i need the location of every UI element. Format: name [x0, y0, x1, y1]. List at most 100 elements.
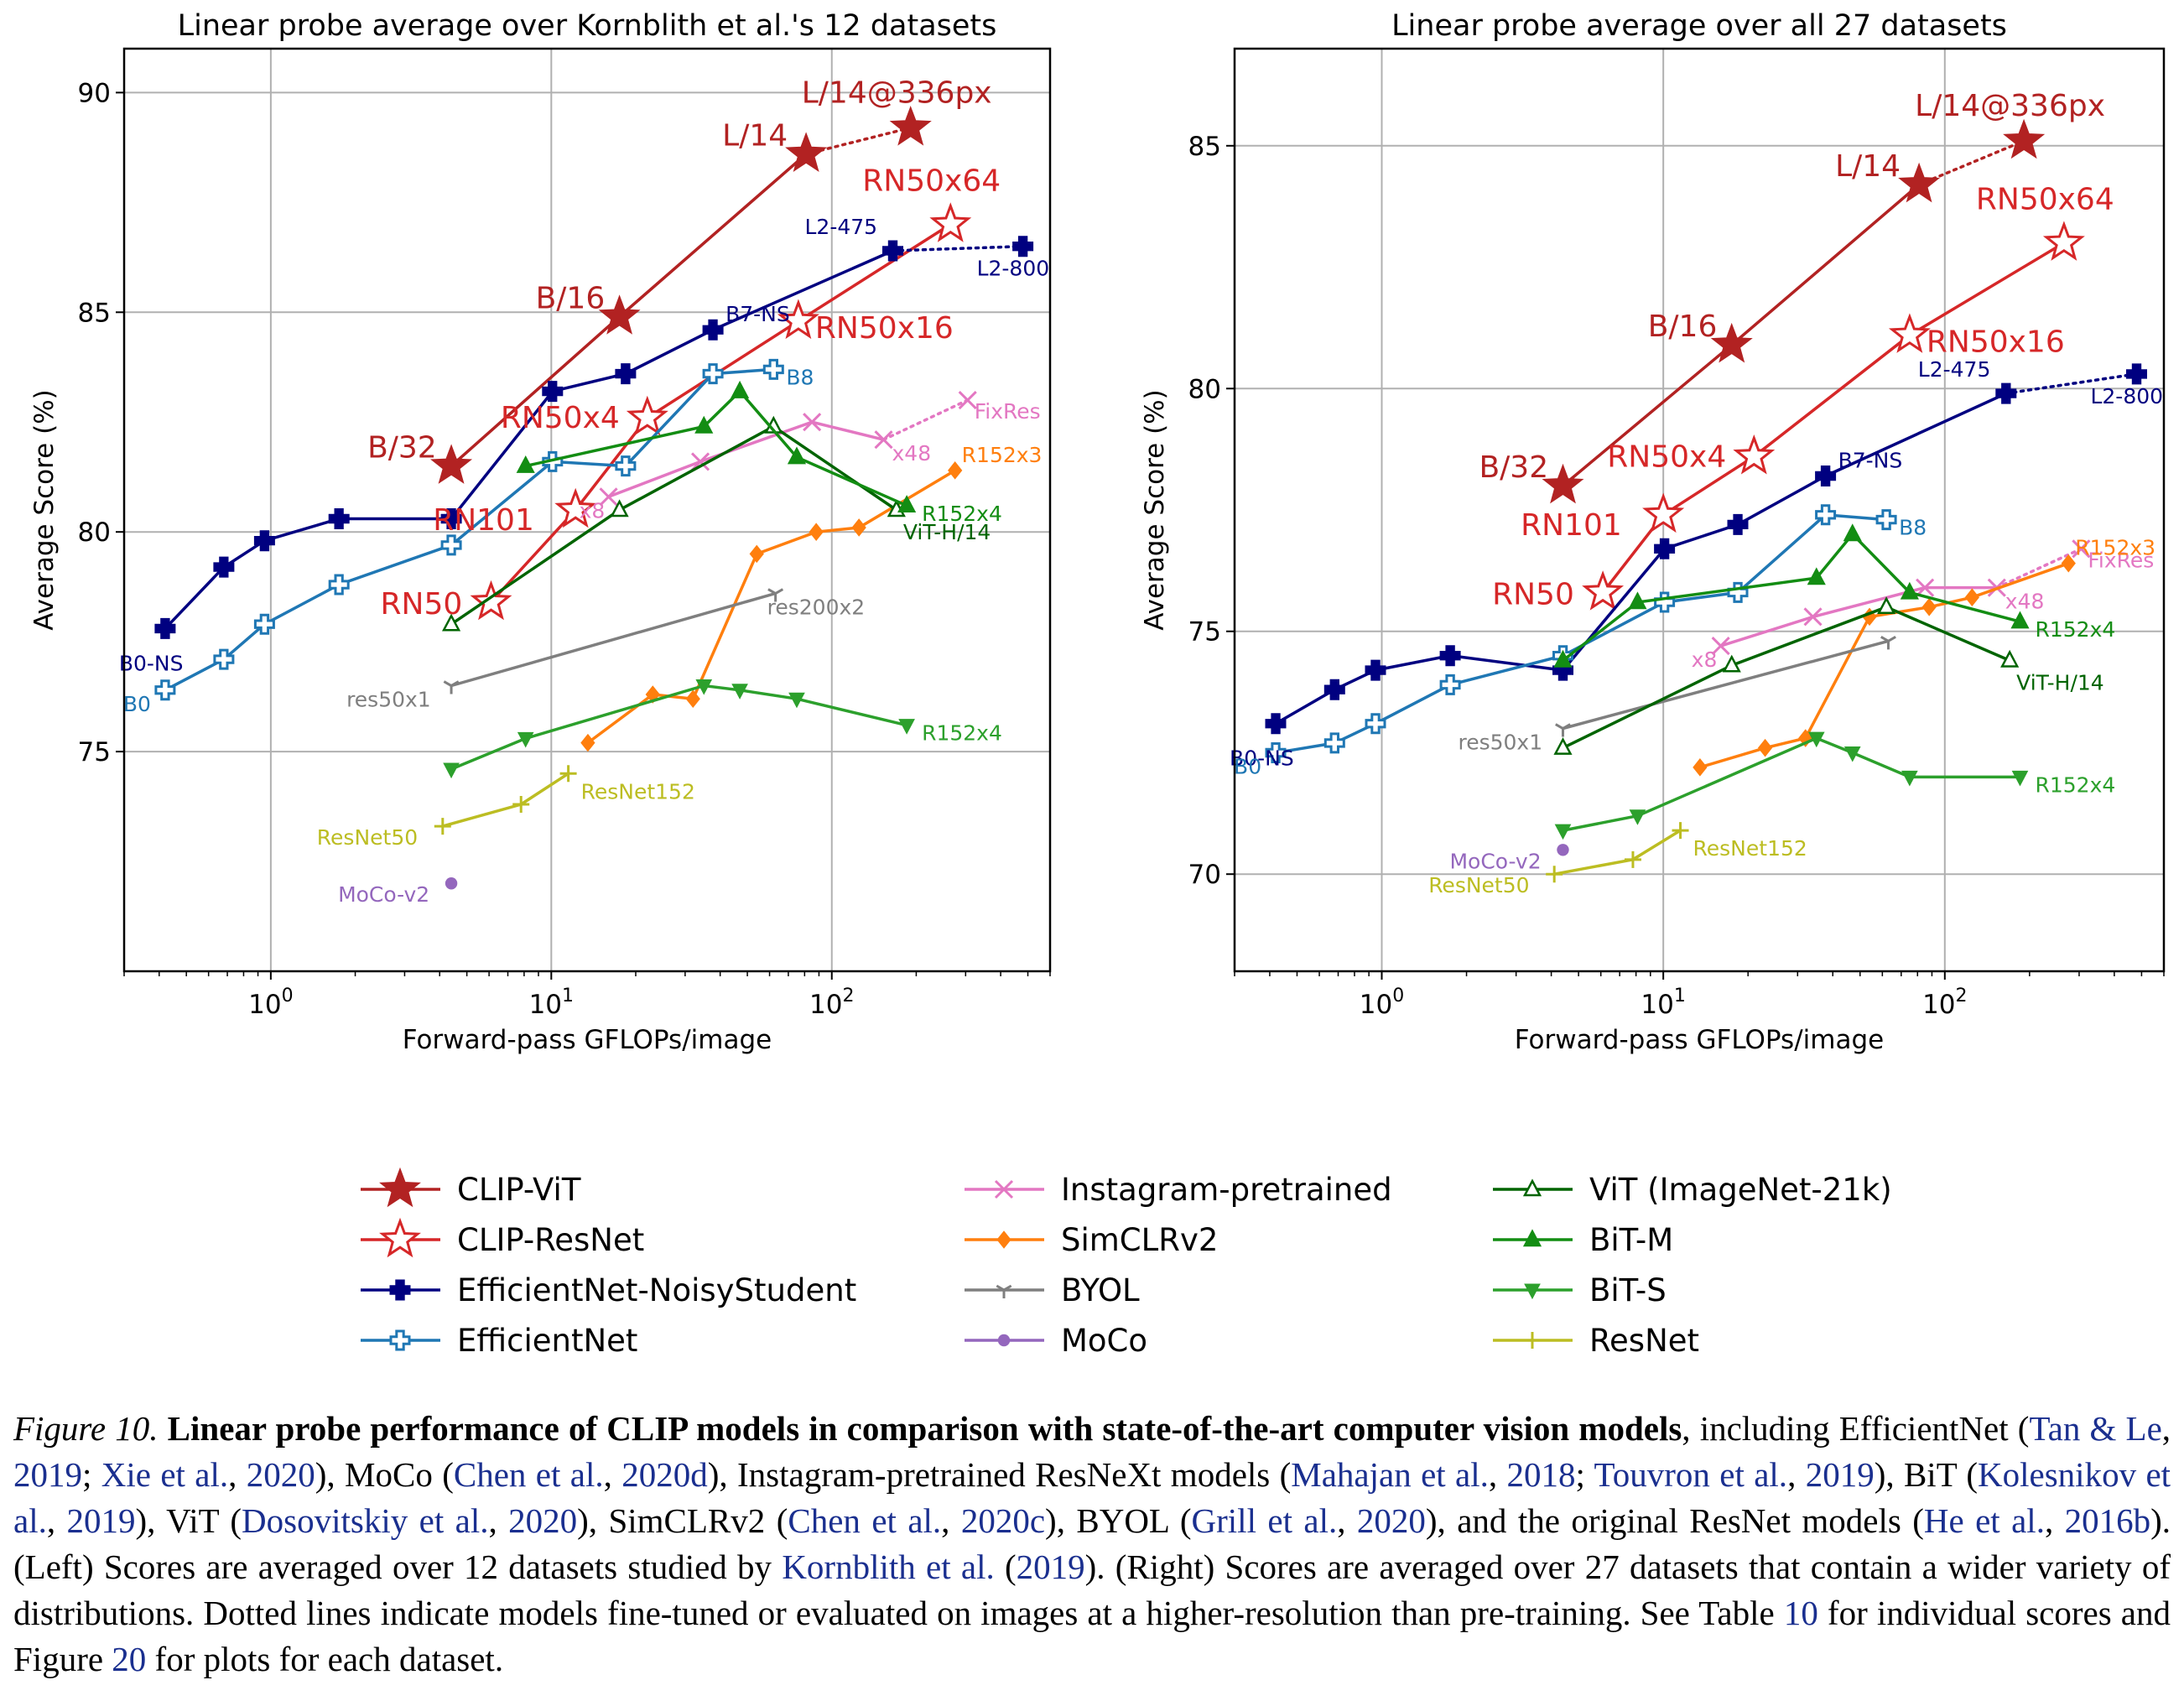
caption-figure-label: Figure 10. — [13, 1409, 159, 1448]
caption-reference-link[interactable]: Grill et al. — [1191, 1501, 1338, 1540]
caption-reference-link[interactable]: 2020d — [621, 1455, 708, 1494]
data-point — [1323, 732, 1345, 754]
caption-reference-link[interactable]: 2020 — [246, 1455, 315, 1494]
plot-frame — [122, 47, 1052, 973]
caption-reference-link[interactable]: 10 — [1783, 1594, 1818, 1632]
legend-marker — [994, 1179, 1014, 1199]
series-instagram-pretrained — [599, 390, 977, 507]
y-tick-label: 70 — [1188, 860, 1221, 890]
caption-reference-link[interactable]: Dosovitskiy et al. — [242, 1501, 489, 1540]
caption-reference-link[interactable]: Chen et al. — [788, 1501, 942, 1540]
legend-item-instagram-pretrained: Instagram-pretrained — [965, 1172, 1392, 1208]
legend-label: ViT (ImageNet-21k) — [1589, 1172, 1892, 1208]
data-label: R152x4 — [2035, 617, 2115, 642]
caption-reference-link[interactable]: 2020 — [1356, 1501, 1426, 1540]
data-point — [1672, 822, 1689, 840]
caption-body: , including EfficientNet (Tan & Le, 2019… — [13, 1409, 2171, 1678]
y-tick-label: 85 — [1188, 132, 1221, 162]
caption-text: , — [2161, 1409, 2171, 1448]
data-point — [1439, 674, 1461, 695]
caption-text: for plots for each dataset. — [146, 1640, 504, 1678]
caption-reference-link[interactable]: Kornblith et al. — [782, 1547, 995, 1586]
legend-marker — [1522, 1178, 1542, 1197]
data-point — [615, 455, 637, 477]
legend-item-bit-m: BiT-M — [1493, 1222, 1673, 1258]
data-label: B8 — [1899, 516, 1927, 540]
caption-reference-link[interactable]: 2019 — [1016, 1547, 1085, 1586]
data-point — [2072, 539, 2091, 559]
data-label: RN101 — [1521, 508, 1622, 543]
series-efficientnet — [154, 358, 784, 701]
legend-item-simclrv2: SimCLRv2 — [965, 1222, 1218, 1258]
chart-title: Linear probe average over Kornblith et a… — [178, 9, 997, 43]
series-line — [442, 772, 569, 828]
caption-reference-link[interactable]: 2019 — [66, 1501, 136, 1540]
caption-text: ), BiT ( — [1874, 1455, 1979, 1494]
caption-reference-link[interactable]: 20 — [112, 1640, 147, 1678]
legend-item-resnet: ResNet — [1493, 1323, 1699, 1359]
tick-base: 10 — [809, 990, 842, 1020]
caption-reference-link[interactable]: Xie et al. — [101, 1455, 229, 1494]
data-point — [1916, 578, 1935, 597]
data-label: ResNet50 — [317, 825, 418, 850]
caption-reference-link[interactable]: 2019 — [13, 1455, 82, 1494]
caption-reference-link[interactable]: He et al. — [1923, 1501, 2045, 1540]
y-tick-label: 75 — [1188, 617, 1221, 648]
legend-item-byol: BYOL — [965, 1272, 1140, 1308]
caption-reference-link[interactable]: 2020c — [960, 1501, 1046, 1540]
x-axis-label: Forward-pass GFLOPs/image — [1515, 1025, 1884, 1055]
data-point — [580, 733, 595, 752]
legend-marker — [389, 1279, 411, 1301]
data-point — [154, 617, 176, 639]
data-point — [1921, 597, 1937, 616]
series-clip-vit — [1542, 118, 2046, 504]
series-efficientnet-noisystudent — [154, 236, 1034, 639]
caption-reference-link[interactable]: 2018 — [1506, 1455, 1576, 1494]
series-line — [1562, 605, 2010, 750]
data-label: ResNet50 — [1428, 873, 1529, 897]
legend-item-vit-imagenet-21k: ViT (ImageNet-21k) — [1493, 1172, 1892, 1208]
caption-reference-link[interactable]: Touvron et al. — [1594, 1455, 1788, 1494]
series-bit-m — [1553, 523, 2030, 668]
series-vit-imagenet-21k — [1553, 596, 2020, 755]
data-label: res50x1 — [346, 688, 431, 712]
tick-exponent: 0 — [282, 986, 294, 1006]
series-clip-vit — [430, 106, 932, 484]
legend-marker — [1522, 1229, 1542, 1247]
dotted-line — [1917, 139, 2025, 186]
data-label: L/14 — [1835, 149, 1901, 184]
data-point — [889, 106, 932, 146]
caption-reference-link[interactable]: Mahajan et al. — [1291, 1455, 1489, 1494]
data-point — [1555, 723, 1571, 737]
data-label: RN50x64 — [862, 164, 1001, 199]
y-tick-label: 75 — [78, 737, 111, 767]
caption-text: , — [603, 1455, 622, 1494]
legend-item-clip-resnet: CLIP-ResNet — [361, 1217, 644, 1258]
series-line — [1563, 736, 2020, 832]
caption-reference-link[interactable]: Kolesnikov et al. — [13, 1455, 2171, 1540]
data-label: ResNet152 — [1693, 836, 1807, 861]
caption-reference-link[interactable]: Chen et al. — [453, 1455, 604, 1494]
data-point — [1693, 758, 1708, 777]
series-byol — [1555, 636, 1896, 737]
caption-reference-link[interactable]: 2019 — [1805, 1455, 1875, 1494]
legend-label: SimCLRv2 — [1061, 1222, 1218, 1258]
data-point — [328, 574, 350, 596]
caption-text: ), and the original ResNet models ( — [1425, 1501, 1924, 1540]
x-axis-label: Forward-pass GFLOPs/image — [403, 1025, 772, 1055]
data-point — [1807, 567, 1826, 585]
data-point — [898, 719, 915, 735]
legend-label: CLIP-ResNet — [457, 1222, 644, 1258]
data-point — [1546, 866, 1563, 883]
legend-label: ResNet — [1589, 1323, 1699, 1359]
caption-reference-link[interactable]: 2020 — [508, 1501, 578, 1540]
data-point — [695, 679, 713, 695]
caption-reference-link[interactable]: 2016b — [2064, 1501, 2151, 1540]
legend-item-moco: MoCo — [965, 1323, 1147, 1359]
x-tick-label: 100 — [248, 986, 293, 1020]
caption-reference-link[interactable]: Tan & Le — [2029, 1409, 2162, 1448]
data-point — [1815, 466, 1837, 486]
data-point — [1624, 850, 1641, 868]
